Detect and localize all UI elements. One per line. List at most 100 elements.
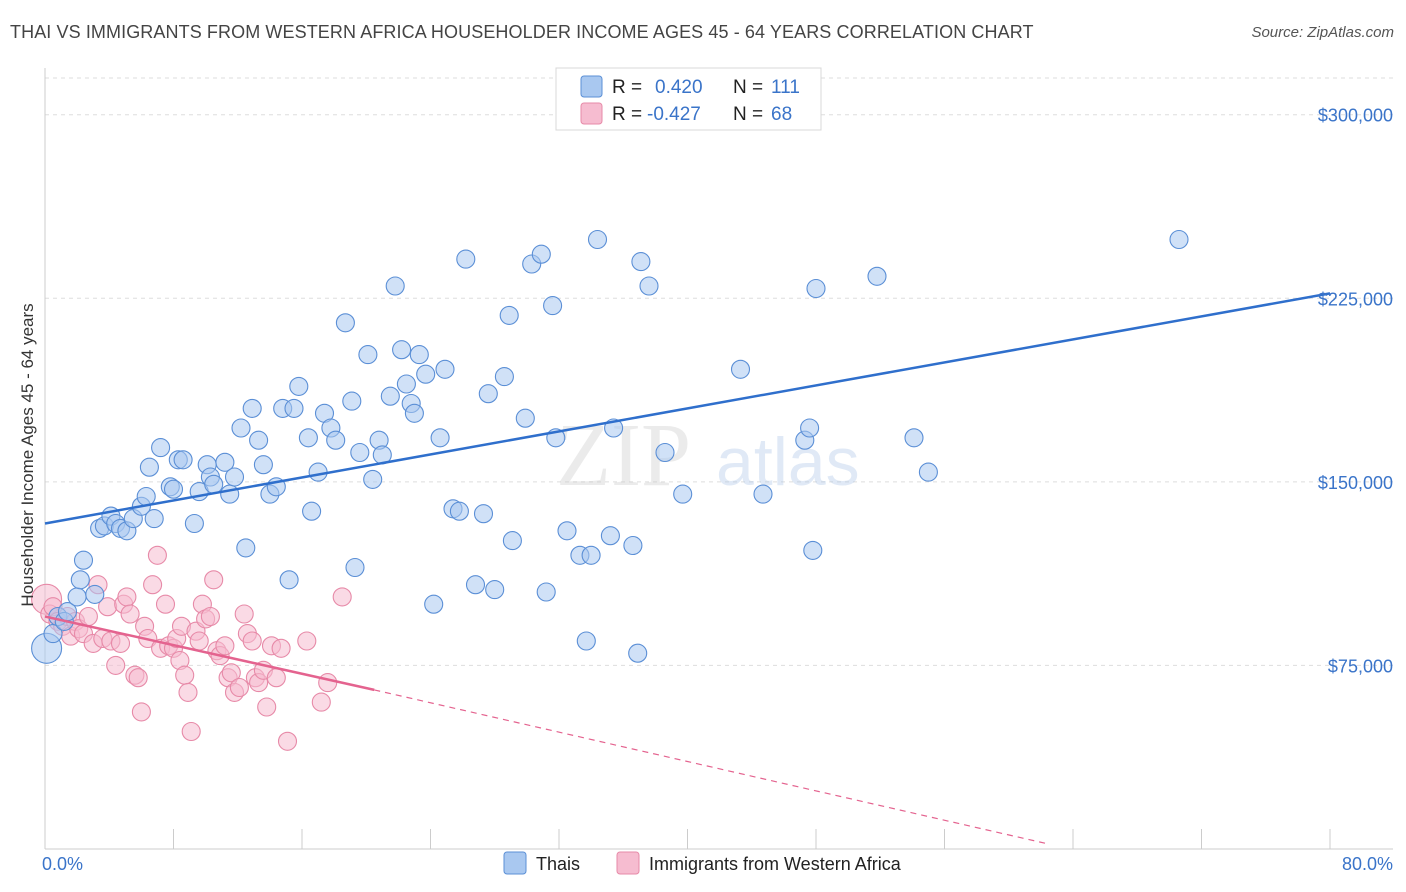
thais-point <box>576 631 596 651</box>
thais-point <box>70 570 90 590</box>
thais-point <box>220 484 240 504</box>
western-africa-point <box>128 668 148 688</box>
western-africa-point <box>271 638 291 658</box>
thais-point <box>173 450 193 470</box>
thais-point <box>485 580 505 600</box>
x-tick-label-min: 0.0% <box>42 854 83 874</box>
western-africa-point <box>297 631 317 651</box>
thais-point <box>342 391 362 411</box>
thais-point <box>655 442 675 463</box>
western-africa-point <box>221 663 241 683</box>
thais-point <box>249 430 269 450</box>
western-africa-point <box>120 604 140 624</box>
bottom-legend-swatch-thais <box>503 851 527 875</box>
y-axis-title: Householder Income Ages 45 - 64 years <box>18 303 37 606</box>
thais-point <box>515 408 535 428</box>
trend-line-thais <box>44 292 1331 525</box>
thais-point <box>204 474 224 494</box>
western-africa-point <box>175 665 195 685</box>
western-africa-point <box>200 606 220 627</box>
western-africa-point <box>257 697 277 717</box>
legend-n-label-western-africa: N = <box>733 104 763 125</box>
y-tick-label-0: $75,000 <box>1328 656 1393 676</box>
thais-point <box>404 403 424 423</box>
western-africa-point <box>131 702 151 722</box>
axes <box>44 68 1393 850</box>
watermark-atlas: atlas <box>716 424 860 500</box>
western-africa-point <box>229 677 249 698</box>
western-africa-point <box>242 631 262 651</box>
western-africa-point <box>106 655 126 675</box>
western-africa-point <box>117 587 137 607</box>
thais-point <box>298 428 318 448</box>
thais-point <box>136 486 156 507</box>
thais-point <box>67 587 87 607</box>
western-africa-point <box>181 721 201 742</box>
y-tick-label-2: $225,000 <box>1318 289 1393 309</box>
x-tick-label-max: 80.0% <box>1342 854 1393 874</box>
thais-point <box>284 398 304 418</box>
western-africa-point <box>215 636 235 656</box>
thais-point <box>536 582 556 602</box>
thais-point <box>581 545 601 565</box>
thais-point <box>253 455 273 475</box>
thais-point <box>335 313 355 333</box>
watermark: ZIP atlas <box>556 406 860 505</box>
thais-point <box>85 584 105 604</box>
thais-point <box>449 501 469 521</box>
legend-swatch-western-africa <box>580 102 603 125</box>
series-thais <box>31 229 1189 664</box>
thais-point <box>803 540 823 560</box>
bottom-legend-label-thais: Thais <box>536 854 580 874</box>
thais-point <box>587 229 608 250</box>
thais-point <box>363 469 383 489</box>
thais-point <box>494 367 514 387</box>
thais-point <box>730 359 751 379</box>
thais-point <box>628 643 648 663</box>
y-tick-label-3: $300,000 <box>1318 106 1393 126</box>
thais-point <box>456 249 476 269</box>
thais-point <box>358 345 378 365</box>
thais-point <box>424 594 444 614</box>
thais-point <box>151 438 171 458</box>
legend: R = 0.420 N = 111 R = -0.427 N = 68 <box>555 67 822 131</box>
thais-point <box>139 457 159 477</box>
western-africa-point <box>311 692 331 712</box>
thais-point <box>215 452 235 472</box>
thais-point <box>236 538 256 558</box>
western-africa-point <box>147 545 167 565</box>
western-africa-point <box>178 682 198 702</box>
y-tick-label-1: $150,000 <box>1318 473 1393 493</box>
legend-r-label-western-africa: R = <box>612 104 642 125</box>
trend-line-western-africa-extension <box>374 689 1050 845</box>
thais-point <box>600 526 620 546</box>
thais-point <box>499 305 519 325</box>
western-africa-point <box>143 575 163 595</box>
western-africa-point <box>318 673 338 693</box>
thais-point <box>918 462 938 482</box>
thais-point <box>473 504 494 524</box>
thais-point <box>279 570 299 590</box>
thais-point <box>308 462 328 482</box>
thais-point <box>396 374 416 394</box>
thais-point <box>673 484 693 504</box>
thais-point <box>289 376 309 396</box>
bottom-legend: Thais Immigrants from Western Africa <box>503 851 902 875</box>
thais-point <box>430 428 450 448</box>
legend-n-value-western-africa: 68 <box>771 104 792 125</box>
thais-point <box>416 364 436 384</box>
legend-r-value-thais: 0.420 <box>655 77 703 98</box>
legend-n-label-thais: N = <box>733 77 763 98</box>
thais-point <box>806 278 826 299</box>
thais-point <box>326 430 346 450</box>
thais-point <box>623 535 643 556</box>
thais-point <box>904 428 924 448</box>
thais-point <box>163 479 184 499</box>
thais-point <box>531 244 551 264</box>
legend-n-value-thais: 111 <box>771 77 800 98</box>
thais-point <box>435 359 455 379</box>
thais-point <box>867 266 887 286</box>
chart-source: Source: ZipAtlas.com <box>1251 24 1394 41</box>
thais-point <box>631 252 651 272</box>
thais-point <box>800 418 820 438</box>
